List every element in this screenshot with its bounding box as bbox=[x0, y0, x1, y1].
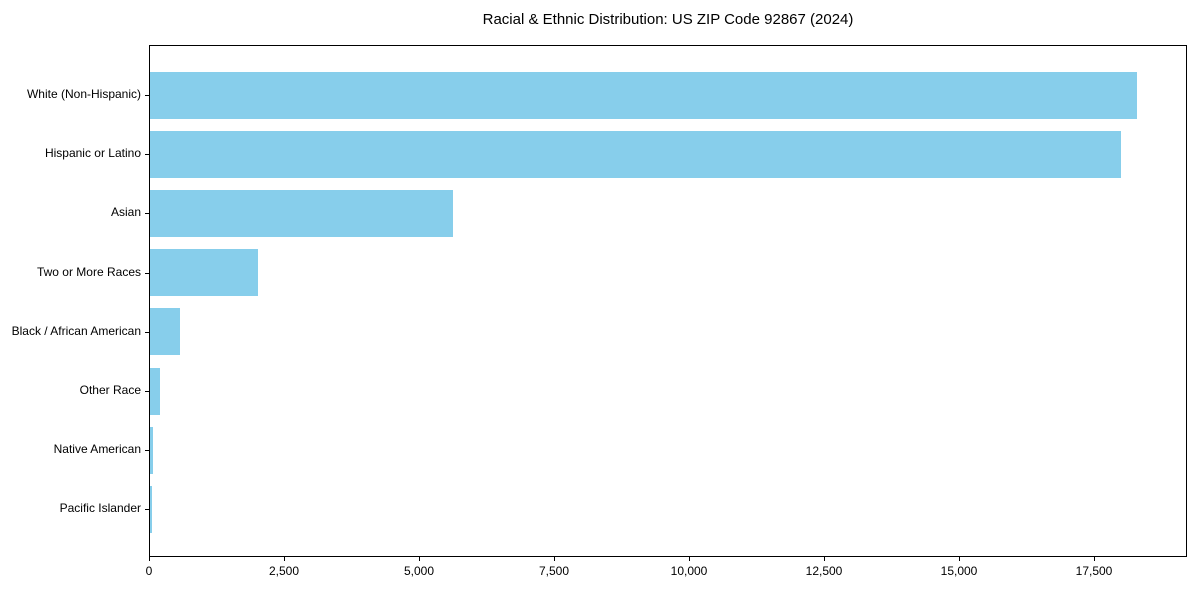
y-tick-mark bbox=[145, 450, 149, 452]
x-tick-label: 5,000 bbox=[403, 564, 435, 578]
x-tick-label: 17,500 bbox=[1075, 564, 1113, 578]
bar bbox=[150, 485, 153, 533]
bar bbox=[150, 189, 453, 237]
y-tick-mark bbox=[145, 272, 149, 274]
plot-area bbox=[149, 45, 1187, 557]
x-tick-label: 12,500 bbox=[805, 564, 843, 578]
x-tick-mark bbox=[419, 557, 420, 561]
x-tick-mark bbox=[1094, 557, 1095, 561]
bar bbox=[150, 426, 153, 474]
x-tick-mark bbox=[689, 557, 690, 561]
x-tick-label: 2,500 bbox=[268, 564, 300, 578]
x-tick-mark bbox=[149, 557, 150, 561]
chart-title: Racial & Ethnic Distribution: US ZIP Cod… bbox=[482, 11, 854, 28]
x-tick-label: 15,000 bbox=[940, 564, 978, 578]
y-tick-label: Hispanic or Latino bbox=[44, 146, 141, 161]
x-tick-mark bbox=[284, 557, 285, 561]
x-tick-label: 7,500 bbox=[538, 564, 570, 578]
y-tick-mark bbox=[145, 154, 149, 156]
y-tick-mark bbox=[145, 213, 149, 215]
y-tick-label: Black / African American bbox=[11, 323, 141, 338]
x-tick-mark bbox=[824, 557, 825, 561]
y-tick-mark bbox=[145, 331, 149, 333]
x-tick-label: 10,000 bbox=[670, 564, 708, 578]
y-tick-label: Two or More Races bbox=[36, 264, 141, 279]
bar bbox=[150, 367, 160, 415]
y-tick-mark bbox=[145, 509, 149, 511]
x-tick-mark bbox=[959, 557, 960, 561]
bar bbox=[150, 249, 258, 297]
bar bbox=[150, 308, 181, 356]
y-tick-label: Other Race bbox=[79, 383, 141, 397]
y-tick-label: Asian bbox=[110, 205, 141, 220]
x-tick-label: 0 bbox=[145, 564, 153, 578]
y-tick-label: Native American bbox=[53, 442, 141, 457]
y-tick-label: White (Non-Hispanic) bbox=[26, 87, 141, 101]
bar bbox=[150, 130, 1121, 178]
y-tick-label: Pacific Islander bbox=[59, 501, 141, 516]
bar bbox=[150, 71, 1138, 119]
y-tick-mark bbox=[145, 391, 149, 392]
x-tick-mark bbox=[554, 557, 555, 561]
y-tick-mark bbox=[145, 95, 149, 96]
